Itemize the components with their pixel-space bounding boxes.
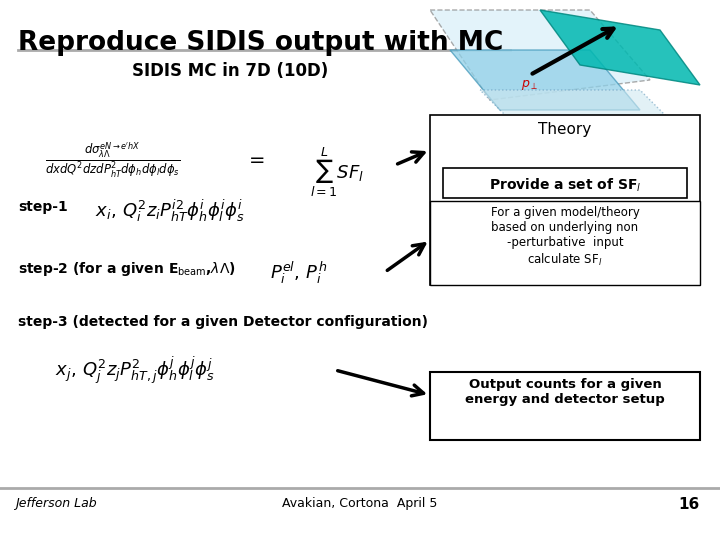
Text: Avakian, Cortona  April 5: Avakian, Cortona April 5 [282, 497, 438, 510]
Text: step-2 (for a given E$_{\rm beam}$,$\lambda\Lambda$): step-2 (for a given E$_{\rm beam}$,$\lam… [18, 260, 235, 278]
Text: For a given model/theory
based on underlying non
-perturbative  input
calculate : For a given model/theory based on underl… [490, 206, 639, 267]
FancyBboxPatch shape [443, 168, 687, 198]
Text: $x_j,\, Q_j^2 z_j P_{hT,j}^{2} \phi_h^j \phi_l^j \phi_s^j$: $x_j,\, Q_j^2 z_j P_{hT,j}^{2} \phi_h^j … [55, 355, 215, 387]
Text: Jefferson Lab: Jefferson Lab [15, 497, 96, 510]
Text: $x_i,\, Q_i^2 z_i P_{hT}^{i2} \phi_h^i \phi_l^i \phi_s^i$: $x_i,\, Q_i^2 z_i P_{hT}^{i2} \phi_h^i \… [95, 198, 245, 224]
FancyBboxPatch shape [430, 115, 700, 285]
Polygon shape [540, 10, 700, 85]
Text: $\frac{d\sigma_{\lambda\Lambda}^{eN\rightarrow e^{\prime}hX}}{dxdQ^{2}dzdP_{hT}^: $\frac{d\sigma_{\lambda\Lambda}^{eN\righ… [45, 140, 181, 179]
Text: step-1: step-1 [18, 200, 68, 214]
FancyBboxPatch shape [430, 372, 700, 440]
FancyBboxPatch shape [430, 201, 700, 285]
Text: Provide a set of SF$_l$: Provide a set of SF$_l$ [489, 177, 642, 194]
Text: $p_\perp$: $p_\perp$ [521, 78, 539, 92]
Text: 16: 16 [679, 497, 700, 512]
Text: step-3 (detected for a given Detector configuration): step-3 (detected for a given Detector co… [18, 315, 428, 329]
Text: Output counts for a given
energy and detector setup: Output counts for a given energy and det… [465, 378, 665, 406]
Text: $=$: $=$ [245, 150, 265, 168]
Text: $\sum_{l=1}^{L} SF_l$: $\sum_{l=1}^{L} SF_l$ [310, 145, 364, 199]
Polygon shape [480, 90, 700, 150]
Polygon shape [450, 50, 640, 110]
Text: SIDIS MC in 7D (10D): SIDIS MC in 7D (10D) [132, 62, 328, 80]
Text: $P_i^{el},\, P_i^{h}$: $P_i^{el},\, P_i^{h}$ [270, 260, 327, 286]
Text: Reproduce SIDIS output with MC: Reproduce SIDIS output with MC [18, 30, 503, 56]
Text: Theory: Theory [539, 122, 592, 137]
Polygon shape [430, 10, 650, 100]
